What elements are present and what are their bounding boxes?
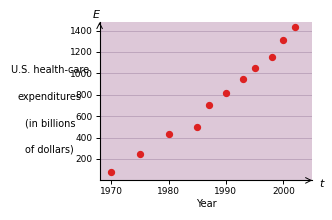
Point — [223, 91, 229, 94]
Point — [137, 152, 142, 155]
Point — [195, 125, 200, 129]
Text: expenditures: expenditures — [18, 92, 82, 102]
Point — [109, 171, 114, 174]
X-axis label: Year: Year — [196, 199, 216, 209]
Point — [252, 66, 257, 70]
Text: of dollars): of dollars) — [26, 145, 74, 155]
Text: E: E — [93, 10, 100, 20]
Text: U.S. health-care: U.S. health-care — [11, 65, 89, 75]
Text: t: t — [319, 179, 323, 189]
Point — [240, 77, 246, 81]
Text: (in billions: (in billions — [25, 118, 75, 128]
Point — [292, 26, 297, 29]
Point — [281, 38, 286, 42]
Point — [206, 104, 211, 107]
Point — [269, 56, 275, 59]
Point — [166, 133, 171, 136]
